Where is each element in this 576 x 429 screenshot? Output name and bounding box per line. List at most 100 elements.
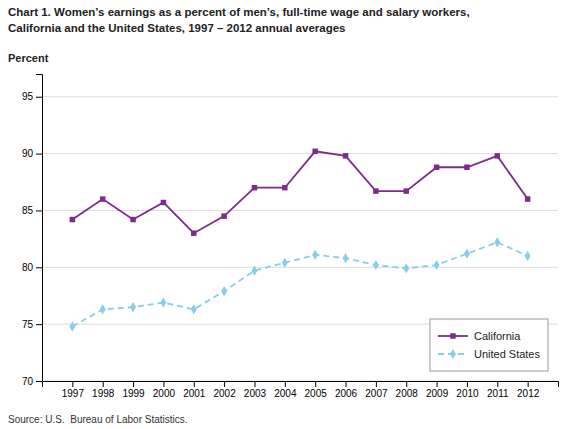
y-tick-label: 75 — [22, 319, 34, 330]
y-tick-mark — [36, 97, 42, 98]
legend-label: United States — [474, 348, 541, 360]
x-tick-label: 2000 — [153, 388, 176, 399]
y-tick: 95 — [22, 91, 42, 102]
marker — [221, 286, 227, 296]
y-tick: 85 — [22, 205, 42, 216]
x-tick-label: 2001 — [183, 388, 206, 399]
y-tick: 70 — [22, 376, 42, 387]
legend-frame — [430, 319, 548, 371]
x-tick-label: 2012 — [517, 388, 540, 399]
x-tick-mark — [376, 381, 377, 387]
x-tick: 2006 — [335, 381, 358, 399]
annotation: Source: U.S. Bureau of Labor Statistics. — [8, 414, 188, 425]
y-axis: 70 75 80 85 90 95 — [22, 75, 43, 387]
legend: CaliforniaUnited States — [430, 319, 548, 371]
x-tick: 2008 — [396, 381, 419, 399]
x-tick: 2000 — [153, 381, 176, 399]
x-tick: 1997 — [62, 381, 85, 399]
x-tick-label: 2009 — [426, 388, 449, 399]
marker — [494, 237, 500, 247]
x-tick: 1999 — [122, 381, 145, 399]
y-tick: 80 — [22, 262, 42, 273]
marker — [282, 258, 288, 268]
y-axis-title: Percent — [8, 52, 49, 64]
marker — [130, 302, 136, 312]
grid — [42, 97, 558, 381]
x-tick-mark — [467, 381, 468, 387]
line — [72, 242, 527, 326]
x-tick-label: 2011 — [487, 388, 509, 399]
chart: Chart 1. Women’s earnings as a percent o… — [0, 0, 576, 429]
marker — [464, 249, 470, 259]
y-tick-label: 90 — [22, 148, 34, 159]
title: Chart 1. Women’s earnings as a percent o… — [8, 6, 470, 18]
grid-line — [42, 96, 558, 97]
plot-area — [69, 149, 530, 332]
x-tick-label: 2006 — [335, 388, 358, 399]
legend-marker — [450, 333, 455, 338]
x-tick: 2011 — [487, 381, 509, 399]
x-tick-label: 2007 — [365, 388, 388, 399]
x-tick-mark — [528, 381, 529, 387]
series — [70, 149, 531, 236]
marker — [434, 260, 440, 270]
y-tick-mark — [36, 381, 42, 382]
x-tick-label: 2004 — [274, 388, 297, 399]
marker — [434, 164, 439, 169]
marker — [130, 217, 135, 222]
marker — [464, 164, 469, 169]
marker — [282, 185, 287, 190]
x-axis: 1997 1998 1999 2000 2001 2002 2003 2004 2005 2006… — [43, 381, 559, 399]
marker — [161, 200, 166, 205]
x-tick-mark — [315, 381, 316, 387]
marker — [312, 149, 317, 154]
x-tick-mark — [103, 381, 104, 387]
x-tick-label: 2005 — [305, 388, 328, 399]
marker — [403, 188, 408, 193]
x-tick: 2003 — [244, 381, 267, 399]
y-axis-line — [36, 75, 43, 382]
x-tick: 2004 — [274, 381, 297, 399]
x-tick: 2002 — [213, 381, 236, 399]
marker — [373, 260, 379, 270]
y-tick-mark — [36, 324, 42, 325]
x-tick-mark — [133, 381, 134, 387]
y-tick-label: 80 — [22, 262, 34, 273]
marker — [252, 266, 258, 276]
x-tick: 2010 — [456, 381, 479, 399]
x-tick-label: 1997 — [62, 388, 85, 399]
y-tick: 90 — [22, 148, 42, 159]
grid-line — [42, 153, 558, 154]
x-tick-label: 2008 — [396, 388, 419, 399]
marker — [312, 250, 318, 260]
x-tick-mark — [346, 381, 347, 387]
x-tick: 2007 — [365, 381, 388, 399]
x-tick: 2009 — [426, 381, 449, 399]
x-tick-mark — [194, 381, 195, 387]
x-tick-mark — [497, 381, 498, 387]
x-tick-mark — [224, 381, 225, 387]
marker — [191, 230, 196, 235]
y-tick-label: 85 — [22, 205, 34, 216]
marker — [100, 304, 106, 314]
marker — [221, 213, 226, 218]
x-axis-line — [43, 382, 559, 388]
x-tick-mark — [406, 381, 407, 387]
x-tick: 2001 — [183, 381, 206, 399]
x-tick: 1998 — [92, 381, 115, 399]
grid-line — [42, 267, 558, 268]
x-tick-mark — [285, 381, 286, 387]
line — [72, 151, 527, 233]
series — [69, 237, 530, 331]
marker — [373, 188, 378, 193]
marker — [495, 153, 500, 158]
marker — [252, 185, 257, 190]
marker — [525, 196, 530, 201]
marker — [160, 297, 166, 307]
y-tick: 75 — [22, 319, 42, 330]
x-tick: 2012 — [517, 381, 540, 399]
legend-marker — [450, 349, 456, 359]
y-tick-label: 95 — [22, 91, 34, 102]
subtitle: California and the United States, 1997 –… — [8, 22, 345, 34]
marker — [191, 304, 197, 314]
